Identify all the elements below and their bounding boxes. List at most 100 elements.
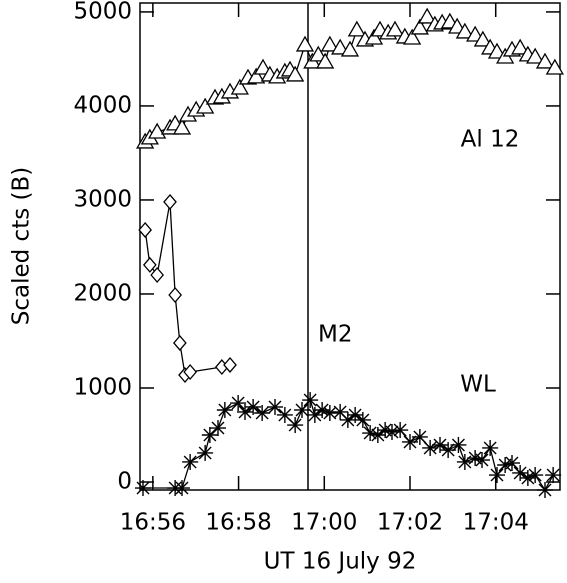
data-point bbox=[403, 28, 422, 45]
marker-shape bbox=[393, 423, 407, 437]
data-point bbox=[320, 35, 339, 52]
data-point bbox=[527, 467, 544, 484]
marker-shape bbox=[295, 403, 309, 417]
marker-shape bbox=[364, 28, 384, 45]
data-point bbox=[196, 97, 215, 114]
marker-shape bbox=[136, 481, 150, 495]
x-tick-label: 17:02 bbox=[377, 510, 443, 536]
data-point bbox=[201, 427, 218, 444]
data-point bbox=[411, 428, 428, 445]
marker-shape bbox=[441, 443, 455, 457]
marker-shape bbox=[286, 65, 305, 82]
marker-shape bbox=[238, 405, 252, 419]
data-point bbox=[247, 67, 266, 84]
x-tick-label: 16:58 bbox=[205, 510, 271, 536]
data-point bbox=[254, 405, 271, 422]
marker-shape bbox=[303, 393, 317, 407]
marker-shape bbox=[545, 58, 564, 75]
data-point bbox=[223, 356, 237, 373]
marker-shape bbox=[148, 122, 167, 139]
marker-shape bbox=[203, 428, 217, 442]
data-point bbox=[537, 482, 553, 498]
data-point bbox=[245, 398, 262, 415]
marker-shape bbox=[231, 396, 245, 410]
data-point bbox=[422, 439, 439, 456]
marker-shape bbox=[451, 438, 465, 452]
data-point bbox=[316, 52, 335, 69]
data-point bbox=[354, 411, 371, 428]
data-point bbox=[347, 20, 366, 37]
marker-shape bbox=[315, 403, 329, 417]
data-point bbox=[364, 28, 384, 45]
data-point bbox=[210, 420, 226, 437]
marker-shape bbox=[505, 456, 519, 470]
data-point bbox=[168, 287, 182, 304]
data-point bbox=[519, 469, 536, 486]
data-point bbox=[182, 453, 199, 470]
marker-shape bbox=[138, 221, 152, 238]
data-point bbox=[172, 118, 192, 135]
y-tick-label: 2000 bbox=[73, 280, 132, 306]
marker-shape bbox=[418, 7, 437, 24]
marker-shape bbox=[341, 413, 355, 427]
data-point bbox=[535, 52, 555, 69]
annotation: Al 12 bbox=[461, 127, 520, 153]
y-tick-label: 1000 bbox=[73, 374, 132, 400]
marker-shape bbox=[347, 20, 366, 37]
marker-shape bbox=[316, 52, 335, 69]
data-point bbox=[148, 122, 167, 139]
marker-shape bbox=[348, 408, 362, 422]
data-point bbox=[545, 58, 564, 75]
marker-shape bbox=[172, 118, 192, 135]
data-point bbox=[474, 452, 490, 469]
data-point bbox=[150, 266, 164, 283]
data-point bbox=[526, 47, 545, 64]
marker-shape bbox=[340, 40, 360, 57]
marker-shape bbox=[483, 441, 497, 455]
marker-shape bbox=[513, 466, 527, 480]
data-point bbox=[339, 411, 356, 428]
data-point bbox=[450, 436, 467, 453]
data-point bbox=[138, 221, 152, 238]
y-tick-label: 4000 bbox=[73, 92, 132, 118]
marker-shape bbox=[247, 67, 266, 84]
marker-shape bbox=[308, 408, 322, 422]
marker-shape bbox=[175, 481, 189, 495]
marker-shape bbox=[423, 441, 437, 455]
marker-shape bbox=[143, 256, 157, 273]
data-point bbox=[545, 467, 562, 484]
marker-shape bbox=[385, 425, 399, 439]
marker-shape bbox=[218, 403, 232, 417]
data-point bbox=[216, 401, 233, 418]
marker-shape bbox=[331, 38, 350, 55]
data-point bbox=[418, 7, 437, 24]
x-tick-label: 17:00 bbox=[291, 510, 357, 536]
marker-shape bbox=[333, 405, 347, 419]
x-tick-label: 17:04 bbox=[463, 510, 529, 536]
x-tick-label: 16:56 bbox=[120, 510, 186, 536]
data-point bbox=[473, 30, 492, 47]
event-label: M2 bbox=[318, 322, 352, 348]
marker-shape bbox=[230, 78, 249, 95]
marker-shape bbox=[288, 418, 302, 432]
marker-shape bbox=[535, 52, 555, 69]
plot-frame bbox=[139, 2, 561, 491]
marker-shape bbox=[403, 435, 417, 449]
data-point bbox=[321, 405, 338, 422]
data-point bbox=[267, 398, 283, 415]
y-tick-label: 5000 bbox=[73, 0, 132, 24]
data-point bbox=[362, 425, 379, 442]
marker-shape bbox=[253, 58, 273, 75]
marker-shape bbox=[526, 47, 545, 64]
annotation: WL bbox=[460, 372, 496, 398]
marker-shape bbox=[538, 483, 552, 497]
marker-shape bbox=[211, 421, 225, 435]
data-point bbox=[487, 42, 507, 59]
data-point bbox=[410, 18, 429, 35]
data-point bbox=[347, 406, 364, 423]
data-point bbox=[294, 401, 310, 418]
marker-shape bbox=[268, 400, 282, 414]
data-point bbox=[237, 403, 253, 420]
marker-shape bbox=[309, 45, 328, 62]
